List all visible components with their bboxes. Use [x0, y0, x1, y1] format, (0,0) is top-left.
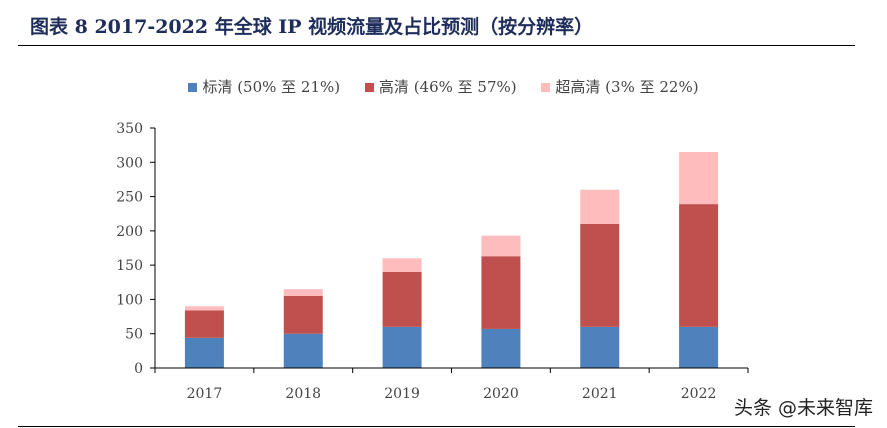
legend-item: 超高清 (3% 至 22%) — [541, 76, 699, 97]
legend: 标清 (50% 至 21%) 高清 (46% 至 57%) 超高清 (3% 至 … — [0, 76, 887, 97]
bar-segment — [679, 152, 719, 205]
bar-segment — [481, 256, 521, 329]
figure-title: 图表 8 2017-2022 年全球 IP 视频流量及占比预测（按分辨率） — [30, 16, 594, 38]
legend-label: 超高清 (3% 至 22%) — [555, 78, 699, 96]
x-tick-label: 2022 — [681, 386, 717, 402]
bottom-divider — [18, 426, 855, 427]
bar-segment — [580, 224, 620, 327]
bar-segment — [481, 235, 521, 257]
x-tick-label: 2021 — [582, 386, 618, 402]
bar-segment — [283, 296, 323, 334]
bar-segment — [184, 337, 224, 368]
bar-segment — [679, 204, 719, 327]
legend-swatch — [188, 83, 198, 92]
bar-segment — [382, 258, 422, 272]
y-tick-label: 350 — [116, 121, 143, 137]
bar-segment — [382, 272, 422, 327]
x-tick-label: 2017 — [187, 386, 223, 402]
legend-label: 标清 (50% 至 21%) — [202, 78, 341, 96]
legend-swatch — [364, 83, 374, 92]
y-tick-label: 300 — [116, 155, 143, 171]
x-tick-label: 2020 — [483, 386, 519, 402]
legend-swatch — [541, 83, 551, 92]
title-divider — [18, 45, 855, 46]
y-tick-label: 200 — [116, 224, 143, 240]
y-tick-label: 0 — [134, 361, 143, 377]
legend-item: 标清 (50% 至 21%) — [188, 76, 340, 97]
bar-segment — [679, 326, 719, 368]
bar-segment — [580, 326, 620, 368]
bar-segment — [184, 310, 224, 338]
y-tick-label: 100 — [116, 292, 143, 308]
bar-segment — [382, 326, 422, 368]
legend-item: 高清 (46% 至 57%) — [364, 76, 517, 97]
y-tick-label: 250 — [116, 190, 143, 206]
bar-segment — [283, 289, 323, 296]
bar-segment — [481, 328, 521, 368]
bar-segment — [184, 306, 224, 311]
x-tick-label: 2019 — [384, 386, 420, 402]
bar-segment — [580, 189, 620, 224]
y-tick-label: 150 — [116, 258, 143, 274]
x-tick-label: 2018 — [285, 386, 321, 402]
watermark: 头条 @未来智库 — [733, 397, 873, 419]
legend-label: 高清 (46% 至 57%) — [378, 78, 517, 96]
bar-segment — [283, 333, 323, 368]
y-tick-label: 50 — [125, 327, 143, 343]
